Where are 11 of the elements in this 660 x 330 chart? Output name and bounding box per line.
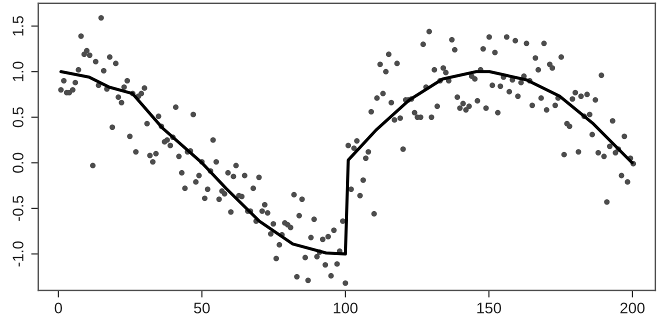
y-tick-label: -0.5 [12,196,24,221]
y-tick-label: 0.5 [12,107,24,128]
x-tick-label: 50 [194,302,210,314]
x-tick-label: 0 [54,302,62,314]
y-tick-label: -1.0 [12,241,24,266]
x-tick-label: 150 [477,302,502,314]
y-tick-label: 1.0 [12,62,24,82]
x-tick-label: 200 [620,302,645,314]
y-tick-label: 1.5 [12,16,24,36]
y-tick-label: 0.0 [12,152,24,173]
x-tick-label: 100 [334,302,358,314]
